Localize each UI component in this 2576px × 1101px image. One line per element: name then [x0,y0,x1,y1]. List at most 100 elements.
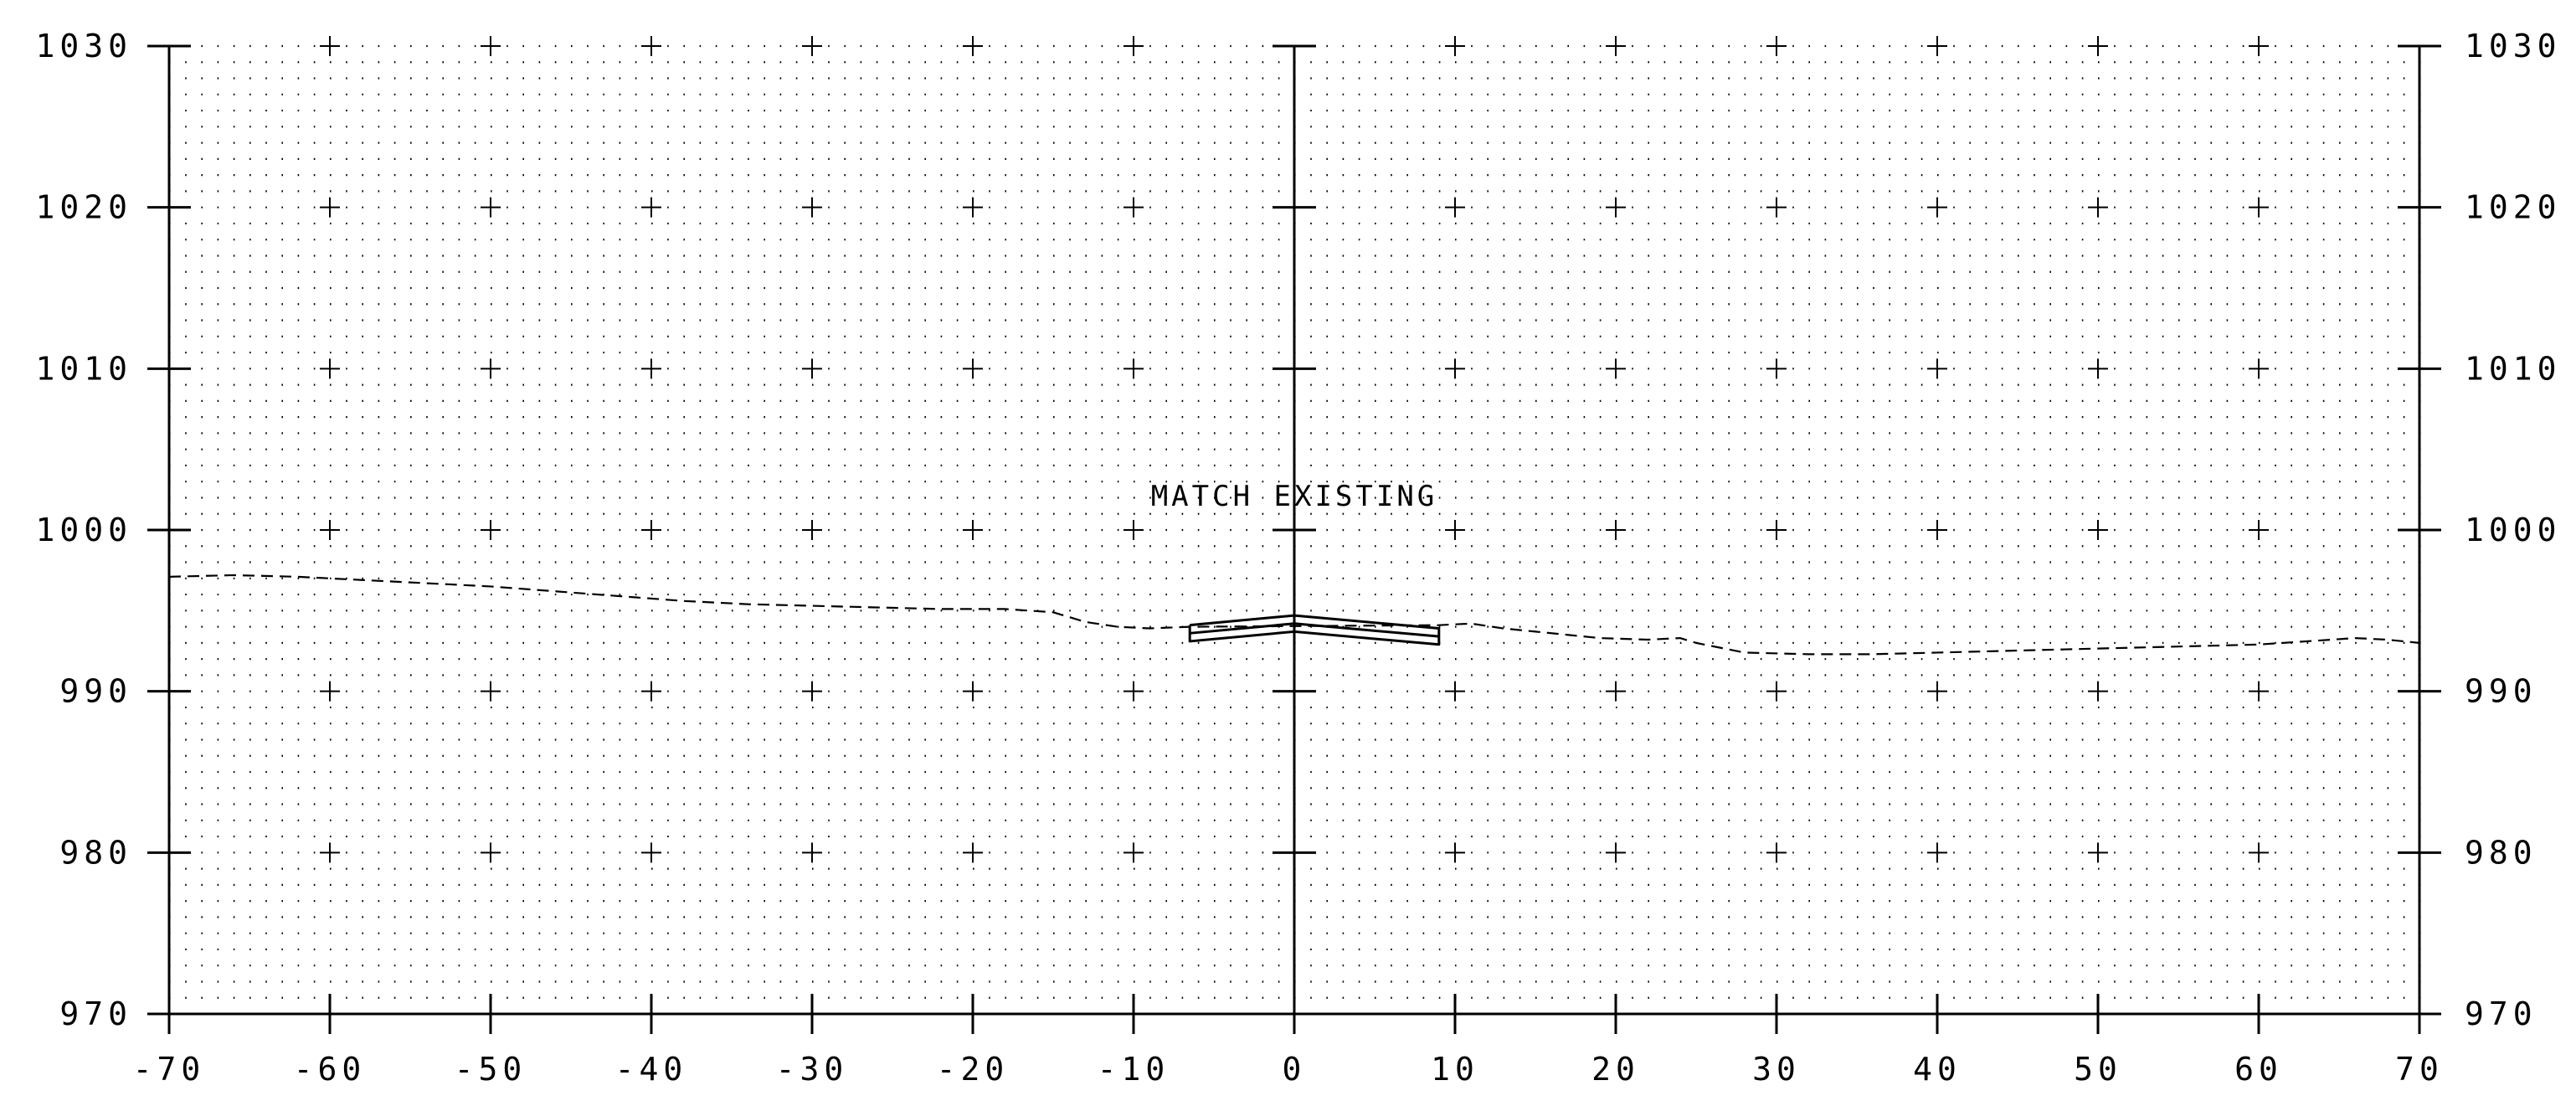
y-tick-label-left: 970 [59,996,132,1032]
grid-crosshair [802,198,822,218]
grid-crosshair [2249,198,2269,218]
grid-crosshair [2249,358,2269,378]
grid-crosshair [641,36,661,56]
grid-crosshair [481,682,501,702]
grid-crosshair [2249,842,2269,862]
grid-crosshair [481,842,501,862]
x-tick-label: -60 [294,1051,367,1088]
grid-crosshair [1766,36,1787,56]
grid-crosshair [1766,520,1787,540]
grid-crosshair [1927,198,1947,218]
y-tick-label-right: 1030 [2465,28,2562,64]
grid-crosshair [1927,520,1947,540]
grid-crosshair [1927,358,1947,378]
y-tick-label-right: 1000 [2465,512,2562,548]
grid-crosshair [1927,842,1947,862]
grid-crosshair [1445,842,1465,862]
grid-crosshair [2088,682,2108,702]
match-existing-annotation: MATCH EXISTING [1151,480,1438,513]
grid-crosshair [1606,682,1626,702]
grid-crosshair [2249,36,2269,56]
grid-crosshair [2088,358,2108,378]
grid-crosshair [2088,842,2108,862]
grid-crosshair [802,36,822,56]
grid-crosshair [963,36,983,56]
grid-crosshair [802,358,822,378]
grid-crosshair [1766,842,1787,862]
y-tick-label-right: 990 [2465,673,2537,710]
grid-crosshair [1123,36,1144,56]
grid-crosshair [1123,682,1144,702]
x-tick-label: -50 [455,1051,527,1088]
grid-crosshair [641,520,661,540]
y-tick-label-left: 990 [59,673,132,710]
y-tick-label-left: 1010 [35,350,132,387]
x-tick-label: 0 [1283,1051,1307,1088]
grid-crosshair [1606,198,1626,218]
grid-crosshair [1927,36,1947,56]
x-tick-label: 70 [2395,1051,2444,1088]
grid-crosshair [963,842,983,862]
grid-crosshair [481,36,501,56]
grid-crosshair [1445,36,1465,56]
y-tick-label-left: 1000 [35,512,132,548]
x-tick-label: 20 [1591,1051,1640,1088]
grid-crosshair [802,842,822,862]
grid-crosshair [1445,520,1465,540]
grid-crosshair [320,358,340,378]
grid-crosshair [481,520,501,540]
y-tick-label-right: 970 [2465,996,2537,1032]
grid-crosshair [1606,842,1626,862]
x-tick-label: 60 [2234,1051,2283,1088]
grid-crosshair [1445,198,1465,218]
grid-crosshair [1445,358,1465,378]
y-tick-label-right: 980 [2465,834,2537,871]
grid-crosshair [1766,358,1787,378]
grid-crosshair [1123,842,1144,862]
grid-crosshair [1123,520,1144,540]
grid-crosshair [1123,198,1144,218]
y-tick-label-right: 1020 [2465,189,2562,226]
grid-crosshair [963,358,983,378]
x-tick-label: -10 [1098,1051,1170,1088]
grid-crosshair [641,198,661,218]
grid-crosshair [1123,358,1144,378]
grid-crosshair [641,842,661,862]
y-tick-label-left: 1020 [35,189,132,226]
grid-crosshair [1927,682,1947,702]
x-tick-label: 30 [1752,1051,1801,1088]
grid-crosshair [1445,682,1465,702]
x-tick-label: 10 [1431,1051,1479,1088]
x-tick-label: -70 [133,1051,206,1088]
grid-crosshair [1606,36,1626,56]
grid-crosshair [481,198,501,218]
grid-crosshair [963,198,983,218]
y-tick-label-right: 1010 [2465,350,2562,387]
grid-crosshair [1606,358,1626,378]
grid-crosshair [963,682,983,702]
y-tick-label-left: 980 [59,834,132,871]
grid-crosshair [481,358,501,378]
grid-crosshair [641,682,661,702]
grid-crosshair [320,198,340,218]
x-tick-label: -40 [615,1051,688,1088]
grid-crosshair [320,36,340,56]
tick-labels: -70 -60 -50 -40 -30 -20 -10 0 10 20 30 40 50 60 709709… [35,28,2561,1088]
grid-crosshair [2249,520,2269,540]
x-tick-label: 50 [2074,1051,2122,1088]
grid-crosshair [320,682,340,702]
grid-crosshair [320,842,340,862]
grid-crosshair [2088,198,2108,218]
x-tick-label: -20 [937,1051,1010,1088]
grid-crosshair [2249,682,2269,702]
grid-crosshair [320,520,340,540]
y-tick-label-left: 1030 [35,28,132,64]
grid-crosshair [1766,682,1787,702]
grid-crosshair [641,358,661,378]
grid-crosshair [1606,520,1626,540]
grid-crosshair [963,520,983,540]
grid-crosshair [802,520,822,540]
x-tick-label: 40 [1913,1051,1962,1088]
x-tick-label: -30 [776,1051,849,1088]
